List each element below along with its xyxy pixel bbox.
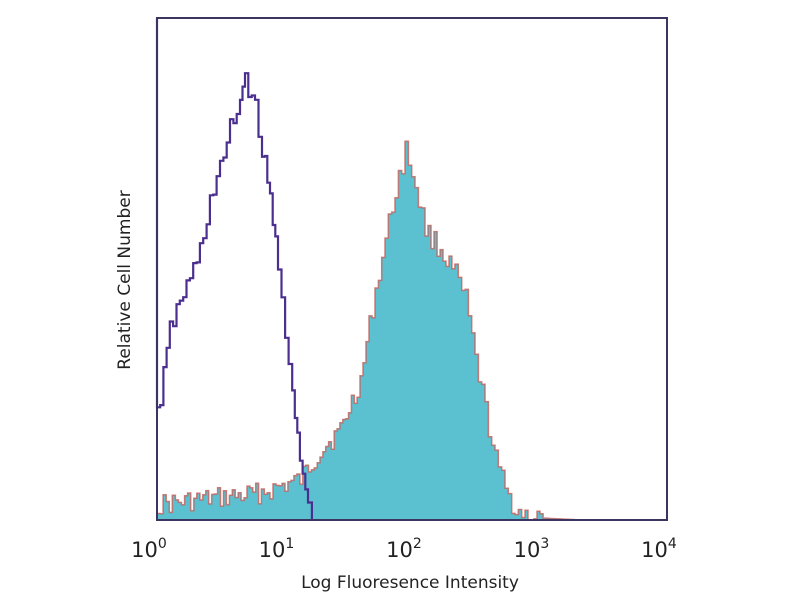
sample-histogram-fill — [157, 141, 581, 521]
x-tick-label: 101 — [259, 536, 295, 562]
x-tick-label: 104 — [641, 536, 677, 562]
y-axis-label: Relative Cell Number — [115, 190, 135, 369]
control-histogram-line — [155, 18, 313, 520]
x-tick-label: 103 — [514, 536, 550, 562]
plot-frame — [156, 17, 668, 521]
x-tick-label: 100 — [131, 536, 167, 562]
x-axis-label: Log Fluoresence Intensity — [301, 573, 519, 593]
x-tick-label: 102 — [386, 536, 422, 562]
sample-histogram-outline — [157, 140, 581, 521]
